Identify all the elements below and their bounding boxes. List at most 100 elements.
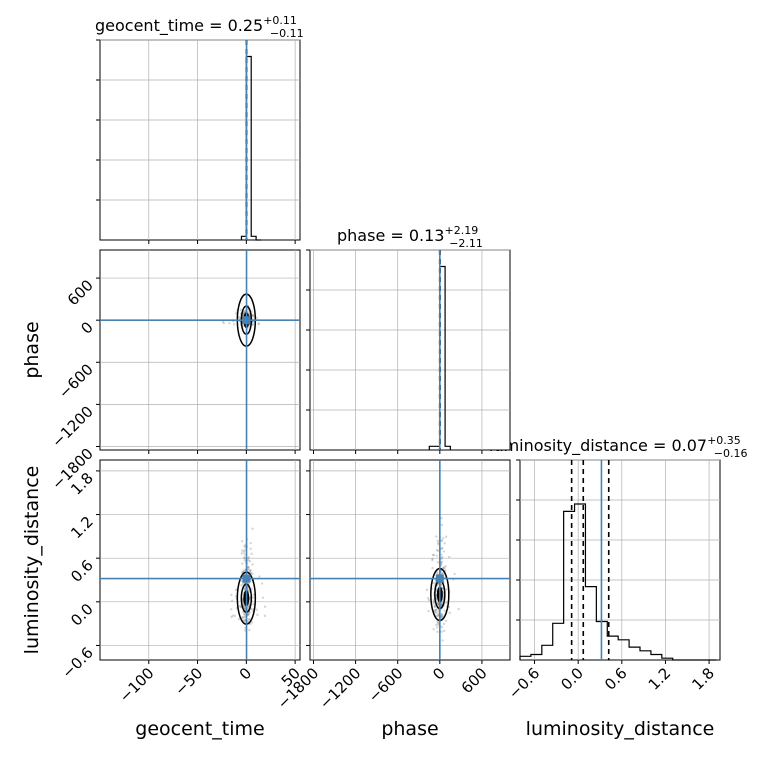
scatter-ld-vs-phase-point	[426, 597, 430, 600]
scatter-ld-vs-geocent-time-ytick-label-3: 1.2	[67, 513, 97, 543]
scatter-ld-vs-phase-point	[453, 572, 456, 576]
scatter-ld-vs-geocent-time-point	[243, 556, 246, 559]
scatter-phase-vs-geocent-time-ytick-label-4: 600	[64, 276, 97, 309]
x-axis-label-luminosity-distance: luminosity_distance	[526, 718, 715, 740]
scatter-ld-vs-phase-point	[427, 598, 431, 602]
scatter-ld-vs-phase-point	[443, 629, 446, 633]
scatter-ld-vs-geocent-time-point	[252, 602, 255, 606]
scatter-ld-vs-phase-point	[425, 588, 429, 592]
scatter-ld-vs-geocent-time-point	[240, 580, 244, 583]
scatter-ld-vs-geocent-time-point	[249, 571, 252, 574]
scatter-ld-vs-geocent-time-point	[234, 588, 238, 592]
hist-phase-frame	[309, 249, 511, 451]
scatter-ld-vs-geocent-time-point	[250, 552, 253, 555]
scatter-ld-vs-geocent-time-point	[249, 569, 252, 572]
scatter-ld-vs-geocent-time-point	[230, 593, 233, 597]
scatter-ld-vs-phase-xtick-label-3: 0	[429, 664, 448, 683]
scatter-ld-vs-geocent-time-point	[239, 605, 243, 609]
scatter-ld-vs-geocent-time-point	[243, 559, 246, 562]
scatter-ld-vs-geocent-time-point	[247, 605, 250, 608]
scatter-ld-vs-geocent-time-point	[247, 566, 250, 569]
scatter-phase-vs-geocent-time-point	[222, 321, 225, 325]
scatter-ld-vs-phase-point	[436, 622, 439, 625]
scatter-ld-vs-geocent-time-point	[242, 550, 246, 554]
scatter-ld-vs-phase-point	[440, 625, 444, 629]
scatter-phase-vs-geocent-time-point	[257, 322, 260, 326]
scatter-ld-vs-geocent-time-point	[243, 544, 246, 547]
scatter-ld-vs-geocent-time-frame	[99, 459, 301, 661]
scatter-ld-vs-geocent-time-point	[238, 604, 242, 608]
scatter-ld-vs-phase-point	[440, 523, 444, 527]
scatter-ld-vs-phase-point	[444, 565, 447, 568]
scatter-ld-vs-geocent-time-point	[252, 593, 255, 597]
scatter-ld-vs-geocent-time-truth-marker	[242, 574, 251, 583]
scatter-phase-vs-geocent-time-point	[242, 311, 246, 314]
scatter-ld-vs-geocent-time-point	[241, 549, 244, 552]
scatter-phase-vs-geocent-time-frame	[99, 249, 301, 451]
scatter-ld-vs-geocent-time-point	[246, 613, 250, 616]
scatter-ld-vs-geocent-time-point	[251, 572, 254, 575]
scatter-ld-vs-phase-point	[435, 535, 438, 538]
scatter-ld-vs-phase-xtick-label-4: 600	[458, 664, 491, 697]
scatter-phase-vs-geocent-time-point	[251, 313, 255, 316]
scatter-ld-vs-geocent-time-point	[240, 584, 243, 587]
scatter-ld-vs-geocent-time-point	[255, 608, 258, 611]
scatter-ld-vs-geocent-time-xtick-label-2: 0	[236, 664, 255, 683]
scatter-ld-vs-phase-point	[440, 615, 443, 618]
scatter-phase-vs-geocent-time-point	[250, 310, 254, 313]
scatter-ld-vs-geocent-time-point	[260, 582, 264, 585]
scatter-ld-vs-geocent-time-point	[243, 545, 247, 548]
scatter-ld-vs-phase-point	[433, 610, 437, 613]
scatter-ld-vs-phase-point	[434, 610, 437, 613]
scatter-ld-vs-phase-point	[444, 535, 448, 538]
scatter-ld-vs-phase-point	[433, 605, 437, 609]
scatter-ld-vs-phase-point	[437, 541, 440, 545]
scatter-ld-vs-phase-point	[445, 588, 448, 591]
scatter-phase-vs-geocent-time-point	[251, 323, 254, 326]
scatter-ld-vs-phase-point	[442, 566, 445, 570]
scatter-ld-vs-geocent-time-point	[249, 541, 252, 545]
scatter-ld-vs-geocent-time-point	[241, 562, 244, 565]
scatter-ld-vs-geocent-time-point	[246, 557, 250, 560]
scatter-phase-vs-geocent-time-point	[252, 315, 255, 318]
scatter-ld-vs-phase-point	[436, 613, 440, 616]
scatter-ld-vs-geocent-time-point	[243, 557, 246, 560]
hist-luminosity-distance-xtick-label-4: 1.8	[688, 664, 718, 694]
scatter-ld-vs-phase-point	[436, 549, 440, 553]
scatter-ld-vs-phase-point	[441, 537, 445, 540]
scatter-ld-vs-geocent-time-point	[258, 575, 261, 578]
scatter-ld-vs-geocent-time-point	[231, 614, 235, 617]
scatter-ld-vs-geocent-time-point	[243, 549, 246, 552]
scatter-ld-vs-geocent-time-point	[237, 617, 241, 621]
scatter-ld-vs-phase-point	[432, 602, 435, 605]
scatter-ld-vs-phase-point	[435, 608, 438, 611]
scatter-ld-vs-phase-point	[436, 620, 439, 624]
scatter-ld-vs-phase-point	[435, 611, 438, 615]
scatter-ld-vs-geocent-time-point	[243, 604, 246, 608]
scatter-ld-vs-phase-point	[440, 613, 444, 616]
scatter-ld-vs-geocent-time-point	[248, 628, 251, 632]
scatter-phase-vs-geocent-time-point	[257, 322, 261, 325]
scatter-ld-vs-phase-point	[440, 630, 443, 633]
scatter-ld-vs-geocent-time-point	[247, 613, 250, 616]
scatter-ld-vs-phase-point	[432, 553, 436, 557]
scatter-ld-vs-geocent-time-point	[263, 605, 267, 608]
scatter-ld-vs-phase-point	[436, 539, 440, 542]
hist-geocent-time-bars	[240, 55, 261, 241]
scatter-ld-vs-geocent-time-point	[250, 621, 254, 624]
scatter-ld-vs-phase-point	[431, 553, 435, 557]
scatter-ld-vs-phase-point	[440, 539, 444, 542]
scatter-ld-vs-geocent-time-ytick-label-1: 0.0	[67, 600, 97, 630]
scatter-ld-vs-geocent-time-point	[241, 610, 245, 614]
scatter-ld-vs-phase-point	[435, 614, 439, 618]
x-axis-label-geocent-time: geocent_time	[135, 718, 264, 740]
scatter-ld-vs-geocent-time-point	[248, 568, 251, 571]
scatter-ld-vs-geocent-time-point	[247, 618, 251, 621]
scatter-ld-vs-geocent-time-point	[251, 596, 255, 599]
scatter-ld-vs-phase-point	[440, 562, 443, 566]
scatter-ld-vs-geocent-time-point	[250, 587, 253, 591]
scatter-ld-vs-phase-point	[442, 550, 446, 553]
scatter-ld-vs-geocent-time-point	[247, 556, 251, 559]
scatter-phase-vs-geocent-time-point	[238, 316, 241, 319]
